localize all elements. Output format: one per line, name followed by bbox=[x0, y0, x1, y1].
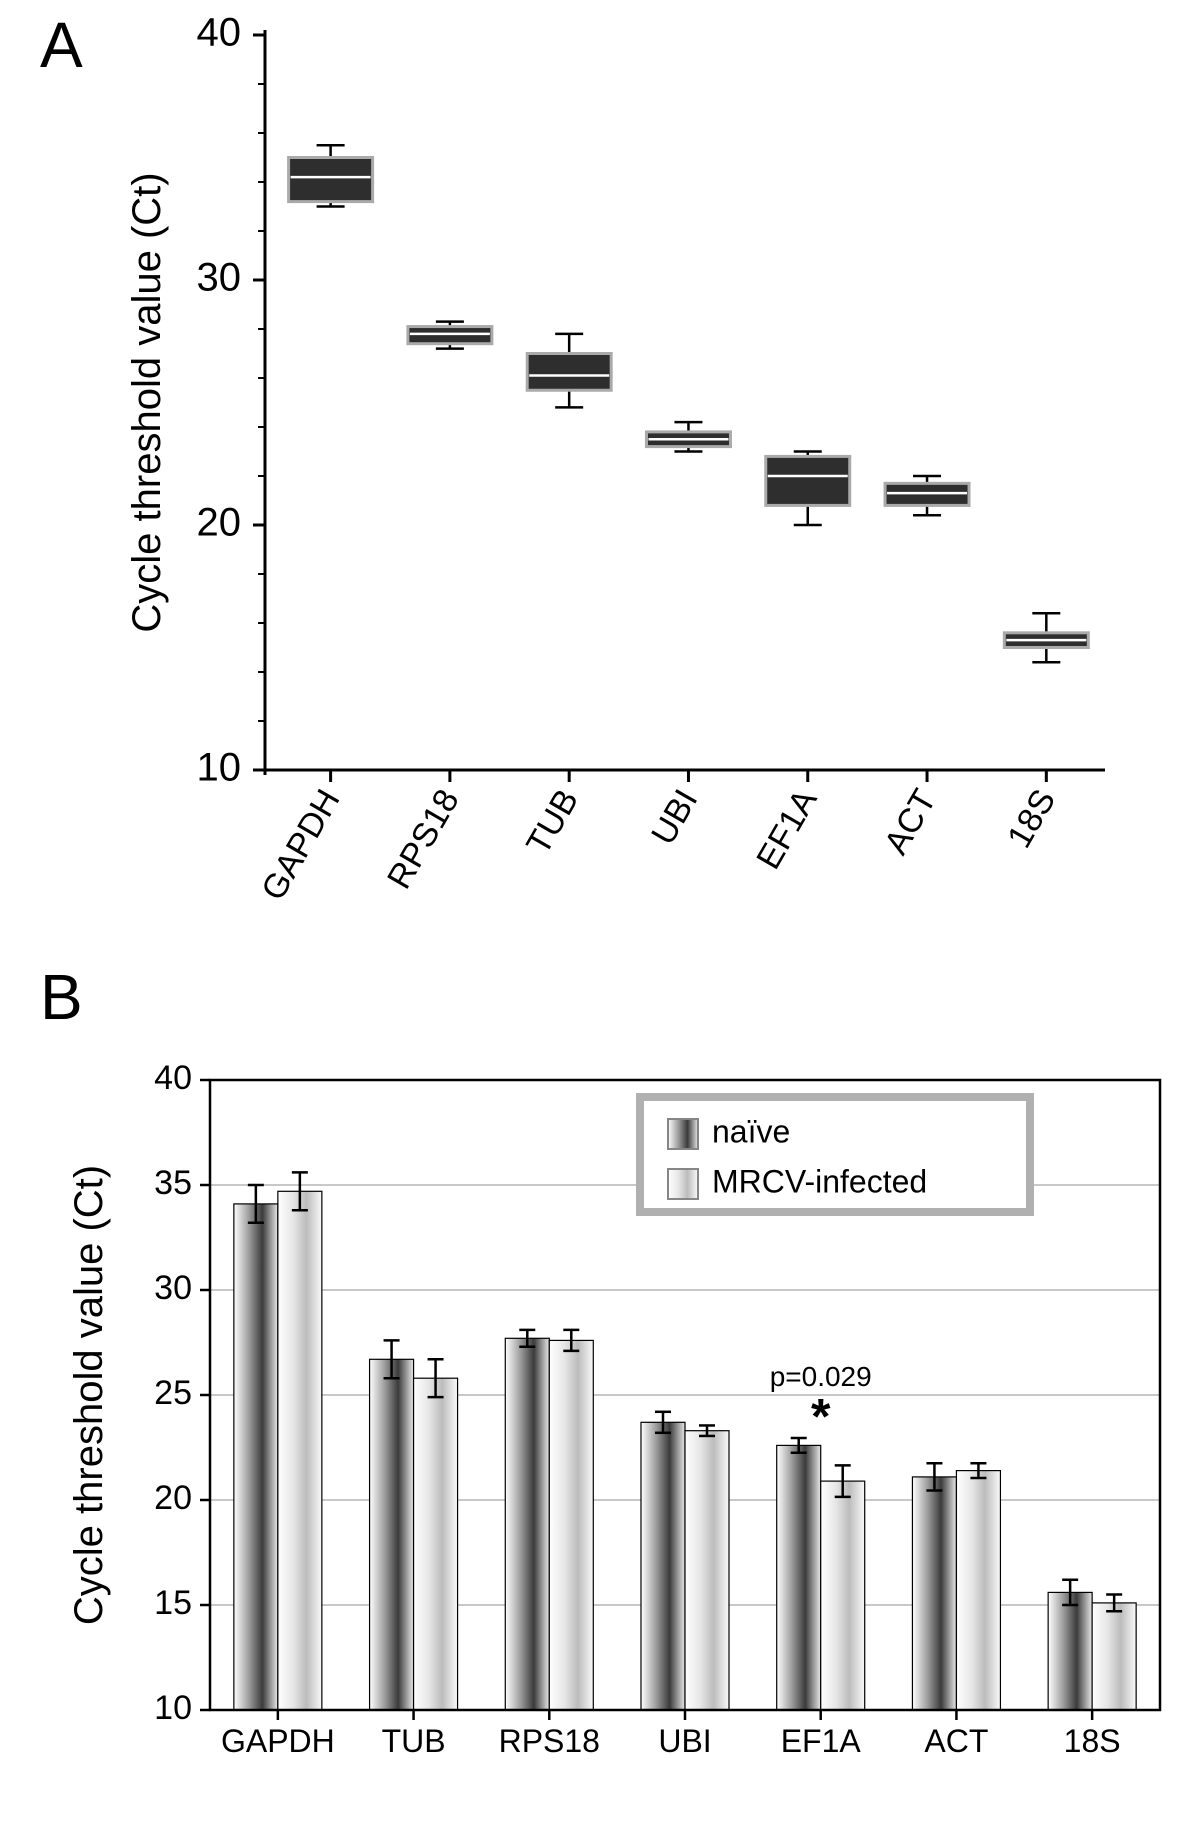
y-tick-label: 10 bbox=[197, 746, 242, 790]
y-axis-label: Cycle threshold value (Ct) bbox=[125, 172, 169, 632]
y-tick-label: 25 bbox=[154, 1374, 192, 1412]
category-label: EF1A bbox=[781, 1723, 862, 1759]
bar bbox=[549, 1340, 593, 1710]
bar bbox=[1092, 1603, 1136, 1710]
legend-label: naïve bbox=[712, 1113, 790, 1149]
y-tick-label: 30 bbox=[197, 256, 242, 300]
bar bbox=[641, 1422, 685, 1710]
category-label: ACT bbox=[877, 783, 944, 861]
bar bbox=[956, 1471, 1000, 1710]
y-axis-label: Cycle threshold value (Ct) bbox=[67, 1165, 111, 1625]
category-label: UBI bbox=[644, 783, 705, 851]
bar bbox=[912, 1477, 956, 1710]
category-label: RPS18 bbox=[499, 1723, 600, 1759]
y-tick-label: 20 bbox=[197, 501, 242, 545]
panel-b-bar-chart: 10 15 20 25 30 35 40 Cycle threshold value (Ct)… bbox=[30, 1020, 1180, 1820]
bar bbox=[278, 1191, 322, 1710]
bar bbox=[234, 1204, 278, 1710]
y-tick-label: 30 bbox=[154, 1269, 192, 1307]
bar bbox=[414, 1378, 458, 1710]
boxplot-box bbox=[527, 354, 611, 391]
y-tick-label: 20 bbox=[154, 1479, 192, 1517]
bar bbox=[370, 1359, 414, 1710]
legend-swatch bbox=[668, 1119, 698, 1149]
category-label: RPS18 bbox=[380, 783, 467, 895]
legend-label: MRCV-infected bbox=[712, 1163, 927, 1199]
category-label: GAPDH bbox=[254, 783, 347, 907]
p-value-label: p=0.029 bbox=[770, 1361, 872, 1392]
bar bbox=[777, 1445, 821, 1710]
y-tick-label: 35 bbox=[154, 1164, 192, 1202]
boxplot-box bbox=[766, 456, 850, 505]
legend-swatch bbox=[668, 1169, 698, 1199]
bar bbox=[1048, 1592, 1092, 1710]
category-label: EF1A bbox=[749, 783, 825, 876]
category-label: UBI bbox=[658, 1723, 711, 1759]
bar bbox=[685, 1431, 729, 1710]
panel-a-boxplot-chart: 10 20 30 40 Cycle threshold value (Ct) GAPDH R… bbox=[60, 0, 1160, 920]
category-label: TUB bbox=[382, 1723, 446, 1759]
bar bbox=[505, 1338, 549, 1710]
category-label: TUB bbox=[519, 783, 586, 861]
bar bbox=[821, 1481, 865, 1710]
category-label: GAPDH bbox=[221, 1723, 335, 1759]
y-tick-label: 15 bbox=[154, 1584, 192, 1622]
category-label: 18S bbox=[1000, 783, 1063, 854]
category-label: 18S bbox=[1064, 1723, 1121, 1759]
boxplot-box bbox=[289, 158, 373, 202]
figure-root: A B 10203040Cycle threshold value (Ct)GA… bbox=[0, 0, 1200, 1836]
y-tick-label: 10 bbox=[154, 1689, 192, 1727]
y-tick-label: 40 bbox=[197, 11, 242, 55]
category-label: ACT bbox=[924, 1723, 988, 1759]
y-tick-label: 40 bbox=[154, 1059, 192, 1097]
significance-star: * bbox=[811, 1388, 831, 1444]
